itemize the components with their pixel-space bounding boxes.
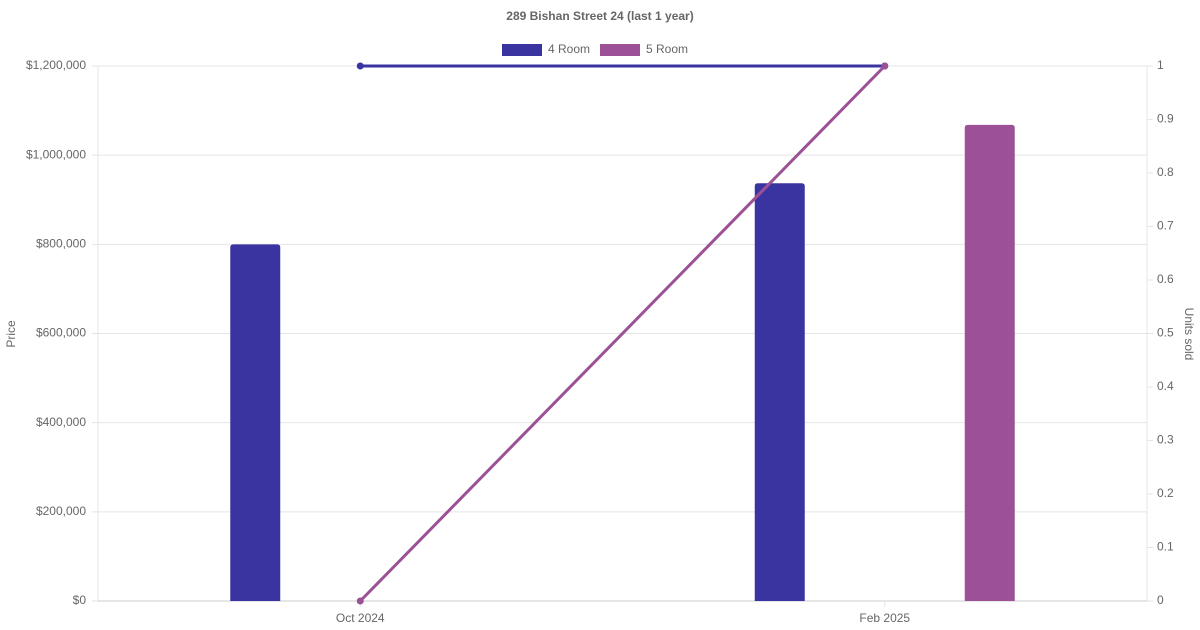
y-tick-label: $1,000,000 (26, 147, 86, 161)
y2-tick-label: 0.1 (1157, 540, 1174, 554)
legend-label: 4 Room (548, 42, 590, 56)
y2-tick-label: 0.2 (1157, 486, 1174, 500)
y-tick-label: $800,000 (36, 237, 86, 251)
y2-tick-label: 0.6 (1157, 272, 1174, 286)
y-axis-title: Price (4, 320, 18, 348)
y2-tick-label: 0.5 (1157, 326, 1174, 340)
units-point (881, 62, 889, 70)
chart-title: 289 Bishan Street 24 (last 1 year) (506, 9, 693, 23)
y-tick-label: $1,200,000 (26, 58, 86, 72)
y2-tick-label: 0.7 (1157, 219, 1174, 233)
bar (754, 183, 805, 602)
bar (964, 124, 1015, 601)
y2-axis-title: Units sold (1182, 308, 1196, 361)
y2-tick-label: 0.9 (1157, 112, 1174, 126)
y-tick-label: $200,000 (36, 504, 86, 518)
x-tick-label: Feb 2025 (859, 611, 910, 625)
bar (230, 244, 281, 602)
legend-swatch (600, 44, 640, 56)
legend-label: 5 Room (646, 42, 688, 56)
units-point (356, 62, 364, 70)
units-line (359, 64, 886, 603)
y2-tick-label: 0.4 (1157, 379, 1174, 393)
y2-tick-label: 1 (1157, 58, 1164, 72)
x-tick-label: Oct 2024 (336, 611, 385, 625)
y-tick-label: $400,000 (36, 415, 86, 429)
y2-tick-label: 0.3 (1157, 433, 1174, 447)
y2-tick-label: 0 (1157, 593, 1164, 607)
units-point (356, 597, 364, 605)
y-tick-label: $0 (73, 593, 87, 607)
y-tick-label: $600,000 (36, 326, 86, 340)
y2-tick-label: 0.8 (1157, 165, 1174, 179)
legend-swatch (502, 44, 542, 56)
